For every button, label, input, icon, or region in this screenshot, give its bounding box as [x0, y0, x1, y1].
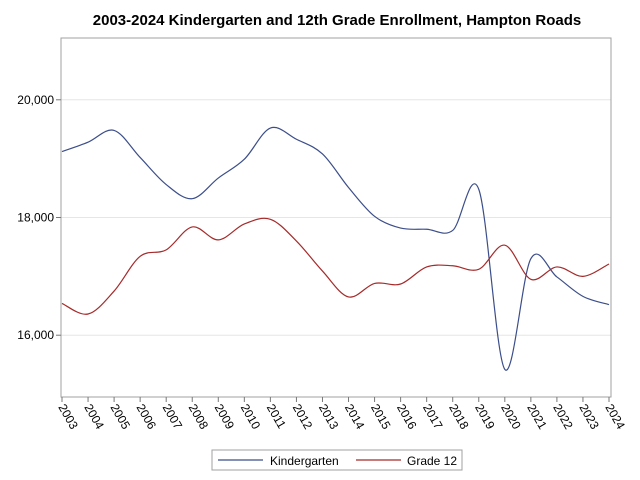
gridlines — [61, 99, 611, 336]
series-line-kindergarten — [61, 126, 610, 371]
y-tick-label: 20,000 — [17, 93, 54, 107]
legend-label-grade-12: Grade 12 — [407, 454, 457, 468]
series-line-grade-12 — [61, 217, 610, 315]
legend-frame — [211, 449, 463, 471]
series-lines — [61, 126, 610, 371]
legend: Kindergarten Grade 12 — [211, 449, 463, 471]
chart-title: 2003-2024 Kindergarten and 12th Grade En… — [93, 12, 581, 29]
y-tick-label: 16,000 — [17, 328, 54, 342]
legend-label-kindergarten: Kindergarten — [270, 454, 339, 468]
y-tick-label: 18,000 — [17, 211, 54, 225]
